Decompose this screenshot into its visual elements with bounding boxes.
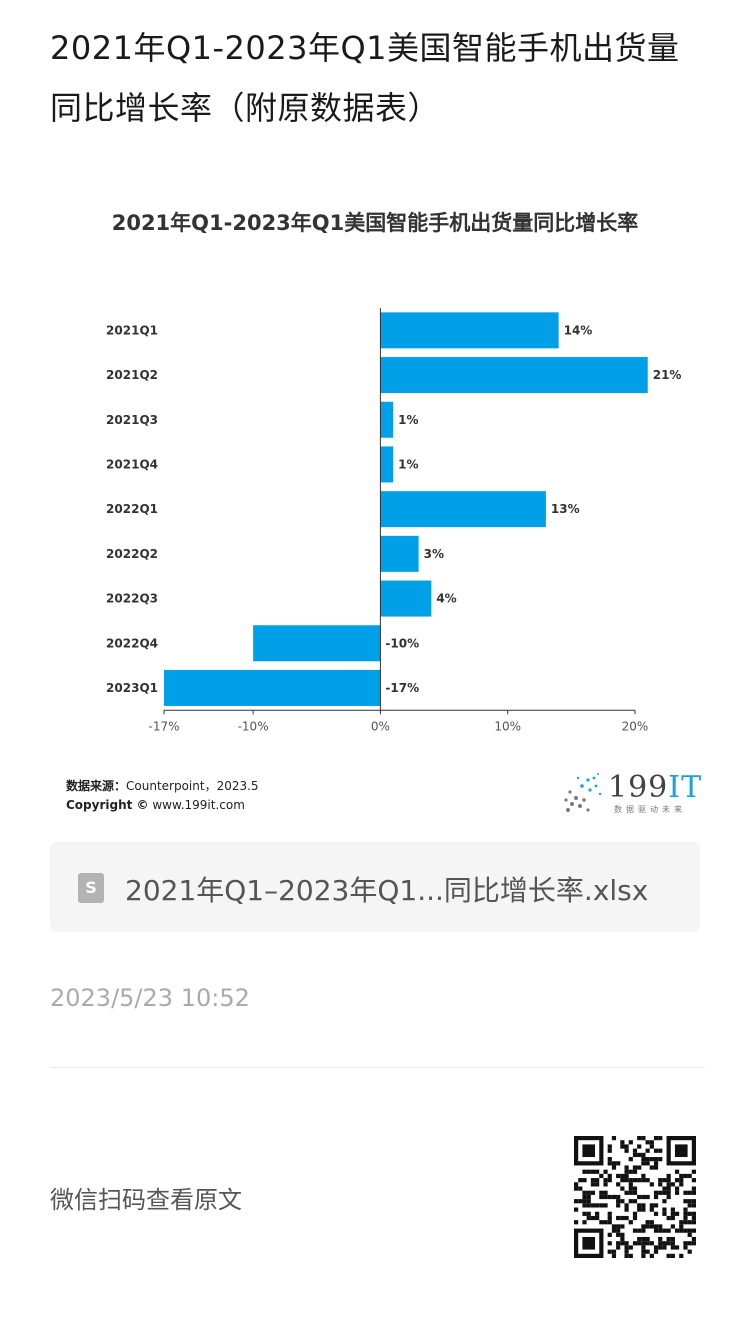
chart-title: 2021年Q1-2023年Q1美国智能手机出货量同比增长率 — [112, 211, 639, 235]
bar-2021Q1 — [380, 312, 559, 349]
category-label: 2021Q2 — [106, 368, 158, 382]
value-label: 21% — [653, 368, 682, 382]
x-tick-label: -10% — [238, 719, 269, 733]
source-text: Counterpoint，2023.5 — [126, 779, 259, 793]
value-label: 3% — [424, 547, 444, 561]
attachment-card[interactable]: S 2021年Q1–2023年Q1...同比增长率.xlsx — [50, 842, 700, 932]
logo-199it: 199IT 数据驱动未来 — [558, 770, 701, 818]
bar-2023Q1 — [164, 669, 381, 706]
value-label: 1% — [398, 413, 418, 427]
x-tick-label: -17% — [148, 719, 179, 733]
bar-2021Q3 — [380, 401, 394, 438]
data-source: 数据来源：Counterpoint，2023.5 — [66, 777, 259, 794]
copyright-text: www.199it.com — [148, 798, 245, 812]
attachment-file-name[interactable]: 2021年Q1–2023年Q1...同比增长率.xlsx — [125, 874, 649, 907]
value-label: -10% — [385, 636, 419, 650]
chart-image: 2021年Q1-2023年Q1美国智能手机出货量同比增长率 2021Q1 14% 2… — [0, 190, 750, 830]
category-label: 2023Q1 — [106, 681, 158, 695]
category-label: 2021Q4 — [106, 457, 158, 471]
bar-2021Q2 — [380, 357, 648, 394]
category-label: 2022Q3 — [106, 592, 158, 606]
category-label: 2022Q2 — [106, 547, 158, 561]
value-label: -17% — [385, 681, 419, 695]
page-title: 2021年Q1-2023年Q1美国智能手机出货量同比增长率（附原数据表） — [50, 29, 680, 127]
category-label: 2022Q4 — [106, 636, 158, 650]
copyright-label: Copyright © — [66, 798, 149, 812]
bar-chart: 2021年Q1-2023年Q1美国智能手机出货量同比增长率 2021Q1 14% 2… — [106, 211, 682, 733]
category-label: 2021Q3 — [106, 413, 158, 427]
copyright: Copyright © www.199it.com — [66, 798, 245, 812]
x-tick-label: 0% — [371, 719, 390, 733]
logo-dandelion-icon — [564, 773, 602, 812]
divider — [50, 1067, 705, 1068]
qr-code-icon[interactable] — [574, 1136, 696, 1258]
x-tick-label: 10% — [494, 719, 521, 733]
category-label: 2021Q1 — [106, 323, 158, 337]
bar-2022Q2 — [380, 535, 419, 572]
value-label: 14% — [564, 323, 593, 337]
x-tick-label: 20% — [622, 719, 649, 733]
value-label: 1% — [398, 457, 418, 471]
source-label: 数据来源： — [66, 779, 127, 793]
logo-tagline: 数据驱动未来 — [614, 805, 686, 814]
bar-2022Q4 — [253, 625, 381, 662]
value-label: 13% — [551, 502, 580, 516]
spreadsheet-file-icon: S — [78, 873, 104, 903]
bar-2021Q4 — [380, 446, 394, 483]
bar-2022Q1 — [380, 491, 546, 528]
value-label: 4% — [436, 592, 456, 606]
category-label: 2022Q1 — [106, 502, 158, 516]
publish-time: 2023/5/23 10:52 — [50, 984, 250, 1012]
qr-hint-text: 微信扫码查看原文 — [50, 1186, 242, 1214]
bar-2022Q3 — [380, 580, 432, 617]
logo-text: 199IT — [608, 770, 703, 805]
